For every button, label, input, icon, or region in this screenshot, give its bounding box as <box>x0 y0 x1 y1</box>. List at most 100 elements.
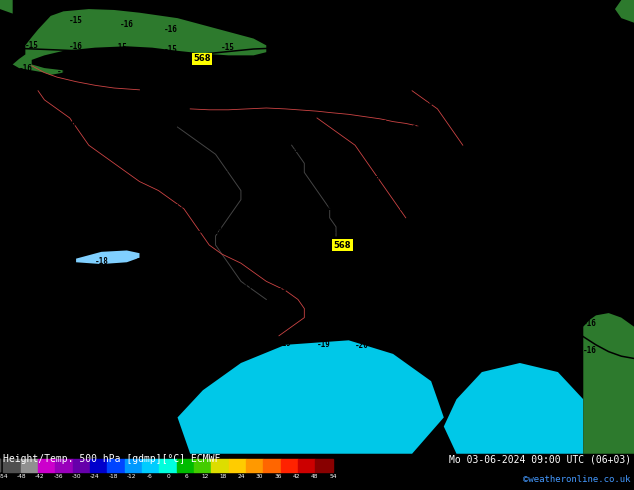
Text: -17: -17 <box>576 53 590 62</box>
Text: -18: -18 <box>94 257 108 266</box>
Text: -17: -17 <box>133 230 146 240</box>
Text: -15: -15 <box>500 261 514 270</box>
Text: -15: -15 <box>63 93 77 102</box>
Text: -17: -17 <box>513 208 527 217</box>
Text: -17: -17 <box>361 204 375 213</box>
Text: -17: -17 <box>202 254 216 263</box>
Text: -16: -16 <box>462 261 476 270</box>
Text: -16: -16 <box>583 346 597 355</box>
Text: -17: -17 <box>94 284 108 293</box>
Text: 568: 568 <box>333 241 351 249</box>
Text: -18: -18 <box>108 474 118 479</box>
Text: -16: -16 <box>507 74 521 83</box>
Text: -16: -16 <box>101 175 115 184</box>
Text: -42: -42 <box>35 474 44 479</box>
Text: -16: -16 <box>177 96 191 105</box>
Text: -17: -17 <box>171 286 184 295</box>
Text: -17: -17 <box>405 149 419 158</box>
Text: -17: -17 <box>171 231 184 241</box>
Text: 42: 42 <box>292 474 300 479</box>
Text: -15: -15 <box>215 16 229 25</box>
Text: -16: -16 <box>63 201 77 211</box>
Text: -16: -16 <box>266 67 280 76</box>
Text: -15: -15 <box>595 181 609 191</box>
Text: -15: -15 <box>266 16 280 25</box>
Text: -16: -16 <box>120 21 134 29</box>
Text: -17: -17 <box>278 284 292 293</box>
Text: -17: -17 <box>202 308 216 317</box>
Text: -15: -15 <box>361 16 375 25</box>
Text: -17: -17 <box>247 229 261 238</box>
Text: -16: -16 <box>500 51 514 60</box>
Text: -16: -16 <box>63 174 77 183</box>
Text: -12: -12 <box>127 474 136 479</box>
Text: 18: 18 <box>219 474 226 479</box>
Text: -16: -16 <box>500 98 514 107</box>
Text: -18: -18 <box>348 258 362 267</box>
Text: -17: -17 <box>247 200 261 209</box>
Text: -17: -17 <box>25 228 39 237</box>
Text: -16: -16 <box>614 54 628 64</box>
Text: -17: -17 <box>285 201 299 211</box>
Text: -15: -15 <box>316 16 330 25</box>
Text: -16: -16 <box>139 121 153 130</box>
Text: -16: -16 <box>215 143 229 151</box>
Text: -17: -17 <box>430 235 444 244</box>
Text: -17: -17 <box>469 290 482 298</box>
Text: -16: -16 <box>18 65 32 74</box>
Text: -15: -15 <box>221 66 235 75</box>
Text: -15: -15 <box>158 69 172 78</box>
Text: -16: -16 <box>526 123 540 132</box>
Text: -17: -17 <box>545 318 559 327</box>
Text: -17: -17 <box>557 24 571 33</box>
Text: -15: -15 <box>310 69 324 78</box>
FancyArrow shape <box>0 459 1 472</box>
Text: -17: -17 <box>411 50 425 59</box>
Bar <box>55 459 72 472</box>
Text: -17: -17 <box>519 180 533 189</box>
Text: -17: -17 <box>450 122 463 131</box>
Polygon shape <box>76 250 139 264</box>
Text: -15: -15 <box>69 16 83 25</box>
Text: -17: -17 <box>133 203 146 212</box>
Text: -16: -16 <box>526 23 540 32</box>
Text: -17: -17 <box>481 179 495 188</box>
Text: -16: -16 <box>373 120 387 129</box>
Text: -15: -15 <box>405 18 419 27</box>
Text: -18: -18 <box>354 287 368 296</box>
Text: -16: -16 <box>538 52 552 61</box>
Text: -16: -16 <box>576 101 590 110</box>
Text: -16: -16 <box>329 147 343 156</box>
Text: -16: -16 <box>69 42 83 51</box>
Text: -17: -17 <box>354 233 368 242</box>
Text: -17: -17 <box>25 310 39 318</box>
Text: -17: -17 <box>209 227 223 236</box>
Bar <box>177 459 194 472</box>
Text: -18: -18 <box>392 288 406 297</box>
Bar <box>125 459 142 472</box>
Text: -16: -16 <box>177 122 191 131</box>
Text: -16: -16 <box>291 145 305 154</box>
Text: -19: -19 <box>392 342 406 351</box>
Bar <box>142 459 159 472</box>
Text: -16: -16 <box>25 173 39 182</box>
Text: -16: -16 <box>386 96 400 105</box>
Text: -16: -16 <box>101 148 115 157</box>
Text: -16: -16 <box>25 91 39 100</box>
Text: -16: -16 <box>354 71 368 79</box>
Text: -15: -15 <box>164 46 178 54</box>
Text: 54: 54 <box>329 474 337 479</box>
Text: -17: -17 <box>209 197 223 206</box>
Text: -30: -30 <box>72 474 81 479</box>
Text: 48: 48 <box>311 474 318 479</box>
Text: -15: -15 <box>56 67 70 76</box>
Text: -17: -17 <box>278 311 292 320</box>
Text: -20: -20 <box>354 314 368 323</box>
Text: Mo 03-06-2024 09:00 UTC (06+03): Mo 03-06-2024 09:00 UTC (06+03) <box>449 454 631 465</box>
Text: -15: -15 <box>113 43 127 52</box>
Text: -16: -16 <box>177 150 191 159</box>
Text: 6: 6 <box>184 474 188 479</box>
Text: -15: -15 <box>107 68 121 77</box>
Text: -16: -16 <box>450 21 463 29</box>
Text: -16: -16 <box>221 91 235 100</box>
